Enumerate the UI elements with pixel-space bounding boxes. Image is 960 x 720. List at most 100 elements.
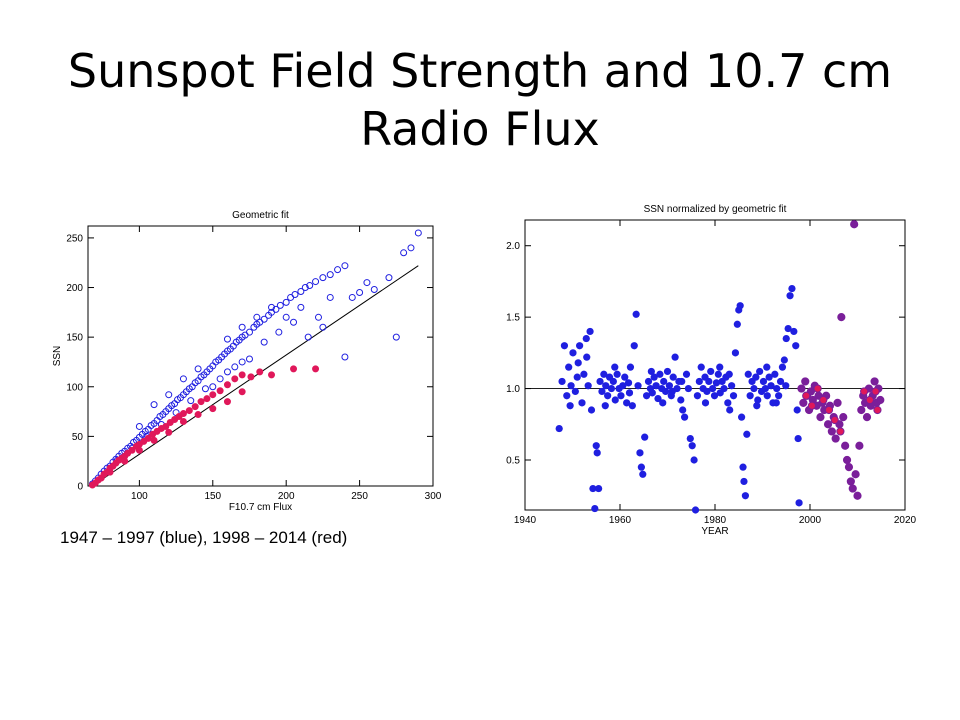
data-point <box>712 379 721 387</box>
data-point <box>636 449 644 457</box>
data-point <box>191 403 199 411</box>
data-point <box>624 379 633 387</box>
data-point <box>665 382 673 390</box>
data-point <box>341 262 349 270</box>
data-point <box>319 323 327 331</box>
data-point <box>663 367 672 376</box>
data-point <box>851 470 860 479</box>
data-point <box>326 271 334 279</box>
data-point <box>761 384 769 393</box>
data-point <box>650 373 658 381</box>
data-point <box>385 274 393 282</box>
data-point <box>312 278 320 286</box>
data-point <box>584 382 592 390</box>
data-point <box>571 387 579 396</box>
data-point <box>165 428 173 436</box>
data-point <box>617 392 625 400</box>
y-tick-label: 1.5 <box>506 313 520 324</box>
data-point <box>580 370 588 378</box>
data-point <box>223 398 231 406</box>
data-point <box>656 370 664 378</box>
data-point <box>595 484 603 493</box>
data-point <box>813 384 822 393</box>
data-point <box>848 484 857 493</box>
data-point <box>714 370 722 378</box>
y-tick-label: 100 <box>66 382 83 393</box>
data-point <box>731 349 740 357</box>
slide-title: Sunspot Field Strength and 10.7 cm Radio… <box>67 44 893 156</box>
x-tick-label: 1980 <box>704 515 727 526</box>
y-axis-label: SSN <box>52 346 63 367</box>
data-point <box>647 367 655 376</box>
data-point <box>209 391 217 399</box>
data-point <box>784 324 792 333</box>
data-point <box>245 355 253 363</box>
data-point <box>282 298 290 306</box>
data-point <box>591 504 599 513</box>
data-point <box>576 342 584 350</box>
data-point <box>823 420 833 429</box>
data-point <box>245 328 253 336</box>
data-point <box>223 381 231 389</box>
data-point <box>710 392 719 400</box>
data-point <box>268 371 276 379</box>
data-point <box>862 413 872 422</box>
data-point <box>754 396 762 404</box>
data-point <box>194 365 202 373</box>
data-point <box>802 391 811 400</box>
data-point <box>771 370 779 378</box>
data-point <box>247 373 255 381</box>
data-point <box>282 313 290 321</box>
data-point <box>560 342 569 350</box>
data-point <box>850 220 859 229</box>
data-point <box>619 382 627 390</box>
data-point <box>795 499 803 507</box>
data-point <box>194 411 202 419</box>
data-point <box>759 377 768 386</box>
data-point <box>695 377 703 386</box>
data-point <box>209 405 217 413</box>
data-point <box>837 313 846 322</box>
data-point <box>703 387 711 396</box>
data-point <box>326 293 334 301</box>
data-point <box>290 318 298 326</box>
data-point <box>662 387 670 396</box>
data-point <box>765 373 773 381</box>
data-point <box>179 417 187 425</box>
data-point <box>778 363 787 371</box>
data-point <box>223 335 231 343</box>
geometric-fit-chart: Geometric fit 100 150 200 250 300 0 50 100 150 200… <box>52 210 442 513</box>
data-point <box>604 392 612 400</box>
data-point <box>201 385 209 393</box>
data-point <box>790 327 798 336</box>
data-point <box>630 342 638 350</box>
data-point <box>592 442 600 450</box>
data-point <box>121 457 129 465</box>
data-point <box>824 405 834 415</box>
data-point <box>831 434 840 443</box>
data-point <box>750 384 758 393</box>
data-point <box>574 359 582 367</box>
data-point <box>135 422 143 430</box>
data-point <box>639 470 647 478</box>
data-point <box>693 392 702 400</box>
fit-line <box>92 265 419 487</box>
data-point <box>752 373 760 381</box>
data-point <box>679 406 687 414</box>
data-point <box>238 388 246 396</box>
data-point <box>607 384 616 393</box>
data-point <box>297 287 305 295</box>
data-point <box>807 401 816 410</box>
y-tick-label: 250 <box>66 233 83 244</box>
data-point <box>414 229 422 237</box>
data-point <box>801 377 810 386</box>
data-point <box>596 377 604 386</box>
data-point <box>582 334 590 343</box>
data-point <box>621 373 629 381</box>
data-point <box>643 392 651 400</box>
data-point <box>632 310 640 318</box>
data-point <box>238 323 246 331</box>
data-point <box>682 370 691 378</box>
data-point <box>625 389 634 397</box>
data-point <box>566 402 574 410</box>
